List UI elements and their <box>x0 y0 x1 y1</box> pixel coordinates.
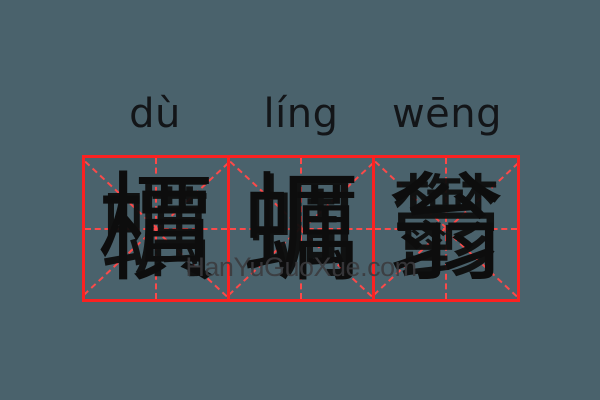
character-overlay-1: 蠣 <box>100 163 212 294</box>
glyph-stack-2: 蜩 蠣 <box>230 158 372 299</box>
pinyin-syllable-3: wēng <box>391 91 503 137</box>
character-grid: 蠣 檟 蜩 蠣 鬱 翁 <box>82 155 520 302</box>
character-overlay-2: 蜩 <box>245 163 357 294</box>
character-cell-2: 蜩 蠣 <box>227 158 372 299</box>
character-overlay-3: 鬱 <box>390 163 502 294</box>
character-primary-1: 檟 <box>96 159 215 298</box>
pinyin-row: dù líng wēng <box>82 88 520 140</box>
pinyin-syllable-2: líng <box>263 91 339 137</box>
character-cell-3: 鬱 翁 <box>372 158 517 299</box>
character-primary-3: 翁 <box>386 159 505 298</box>
glyph-stack-1: 蠣 檟 <box>85 158 227 299</box>
character-cell-1: 蠣 檟 <box>85 158 227 299</box>
pinyin-syllable-1: dù <box>129 91 181 137</box>
glyph-stack-3: 鬱 翁 <box>375 158 517 299</box>
character-primary-2: 蠣 <box>241 159 360 298</box>
